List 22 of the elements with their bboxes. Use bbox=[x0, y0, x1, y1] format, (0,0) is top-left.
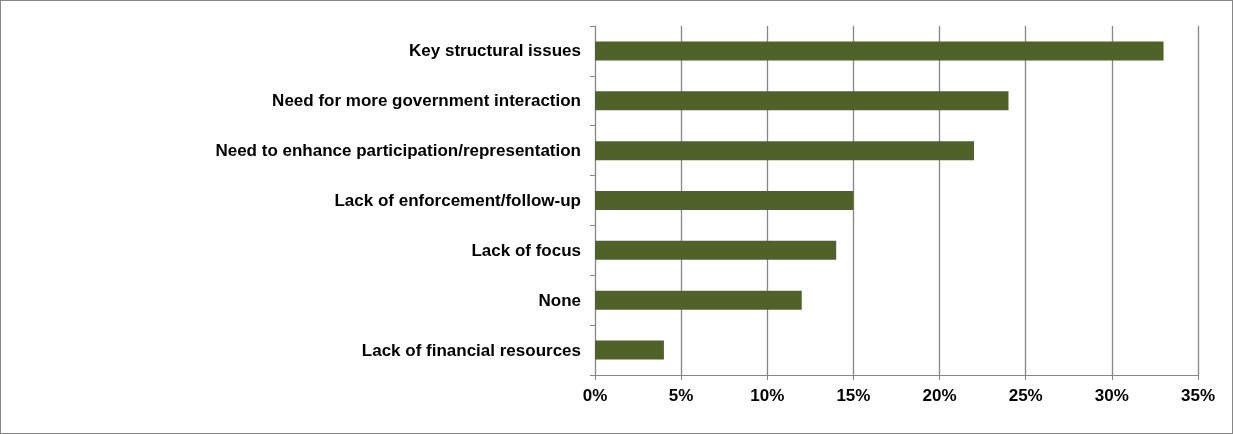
x-tick-label: 35% bbox=[1180, 386, 1216, 405]
y-tick-label: Need for more government interaction bbox=[272, 91, 581, 111]
x-tick-label: 20% bbox=[922, 386, 957, 405]
y-tick-label: None bbox=[538, 290, 581, 310]
y-tick-label: Need to enhance participation/representation bbox=[215, 141, 581, 161]
bar bbox=[595, 290, 802, 310]
x-tick-label: 15% bbox=[836, 386, 871, 405]
bar bbox=[595, 41, 1164, 61]
x-tick-label: 30% bbox=[1094, 386, 1129, 405]
bar bbox=[595, 141, 975, 161]
bar bbox=[595, 191, 854, 210]
x-tick-label: 10% bbox=[750, 386, 785, 405]
bar bbox=[595, 240, 837, 260]
x-tick-label: 25% bbox=[1008, 386, 1043, 405]
x-tick-label: 0% bbox=[582, 386, 608, 405]
y-tick-label: Key structural issues bbox=[409, 41, 581, 61]
bar bbox=[595, 340, 664, 360]
x-tick-label: 5% bbox=[668, 386, 694, 405]
y-tick-label: Lack of enforcement/follow-up bbox=[334, 191, 581, 210]
y-tick-label: Lack of focus bbox=[471, 240, 581, 260]
y-tick-label: Lack of financial resources bbox=[361, 340, 581, 360]
bar bbox=[595, 91, 1009, 111]
